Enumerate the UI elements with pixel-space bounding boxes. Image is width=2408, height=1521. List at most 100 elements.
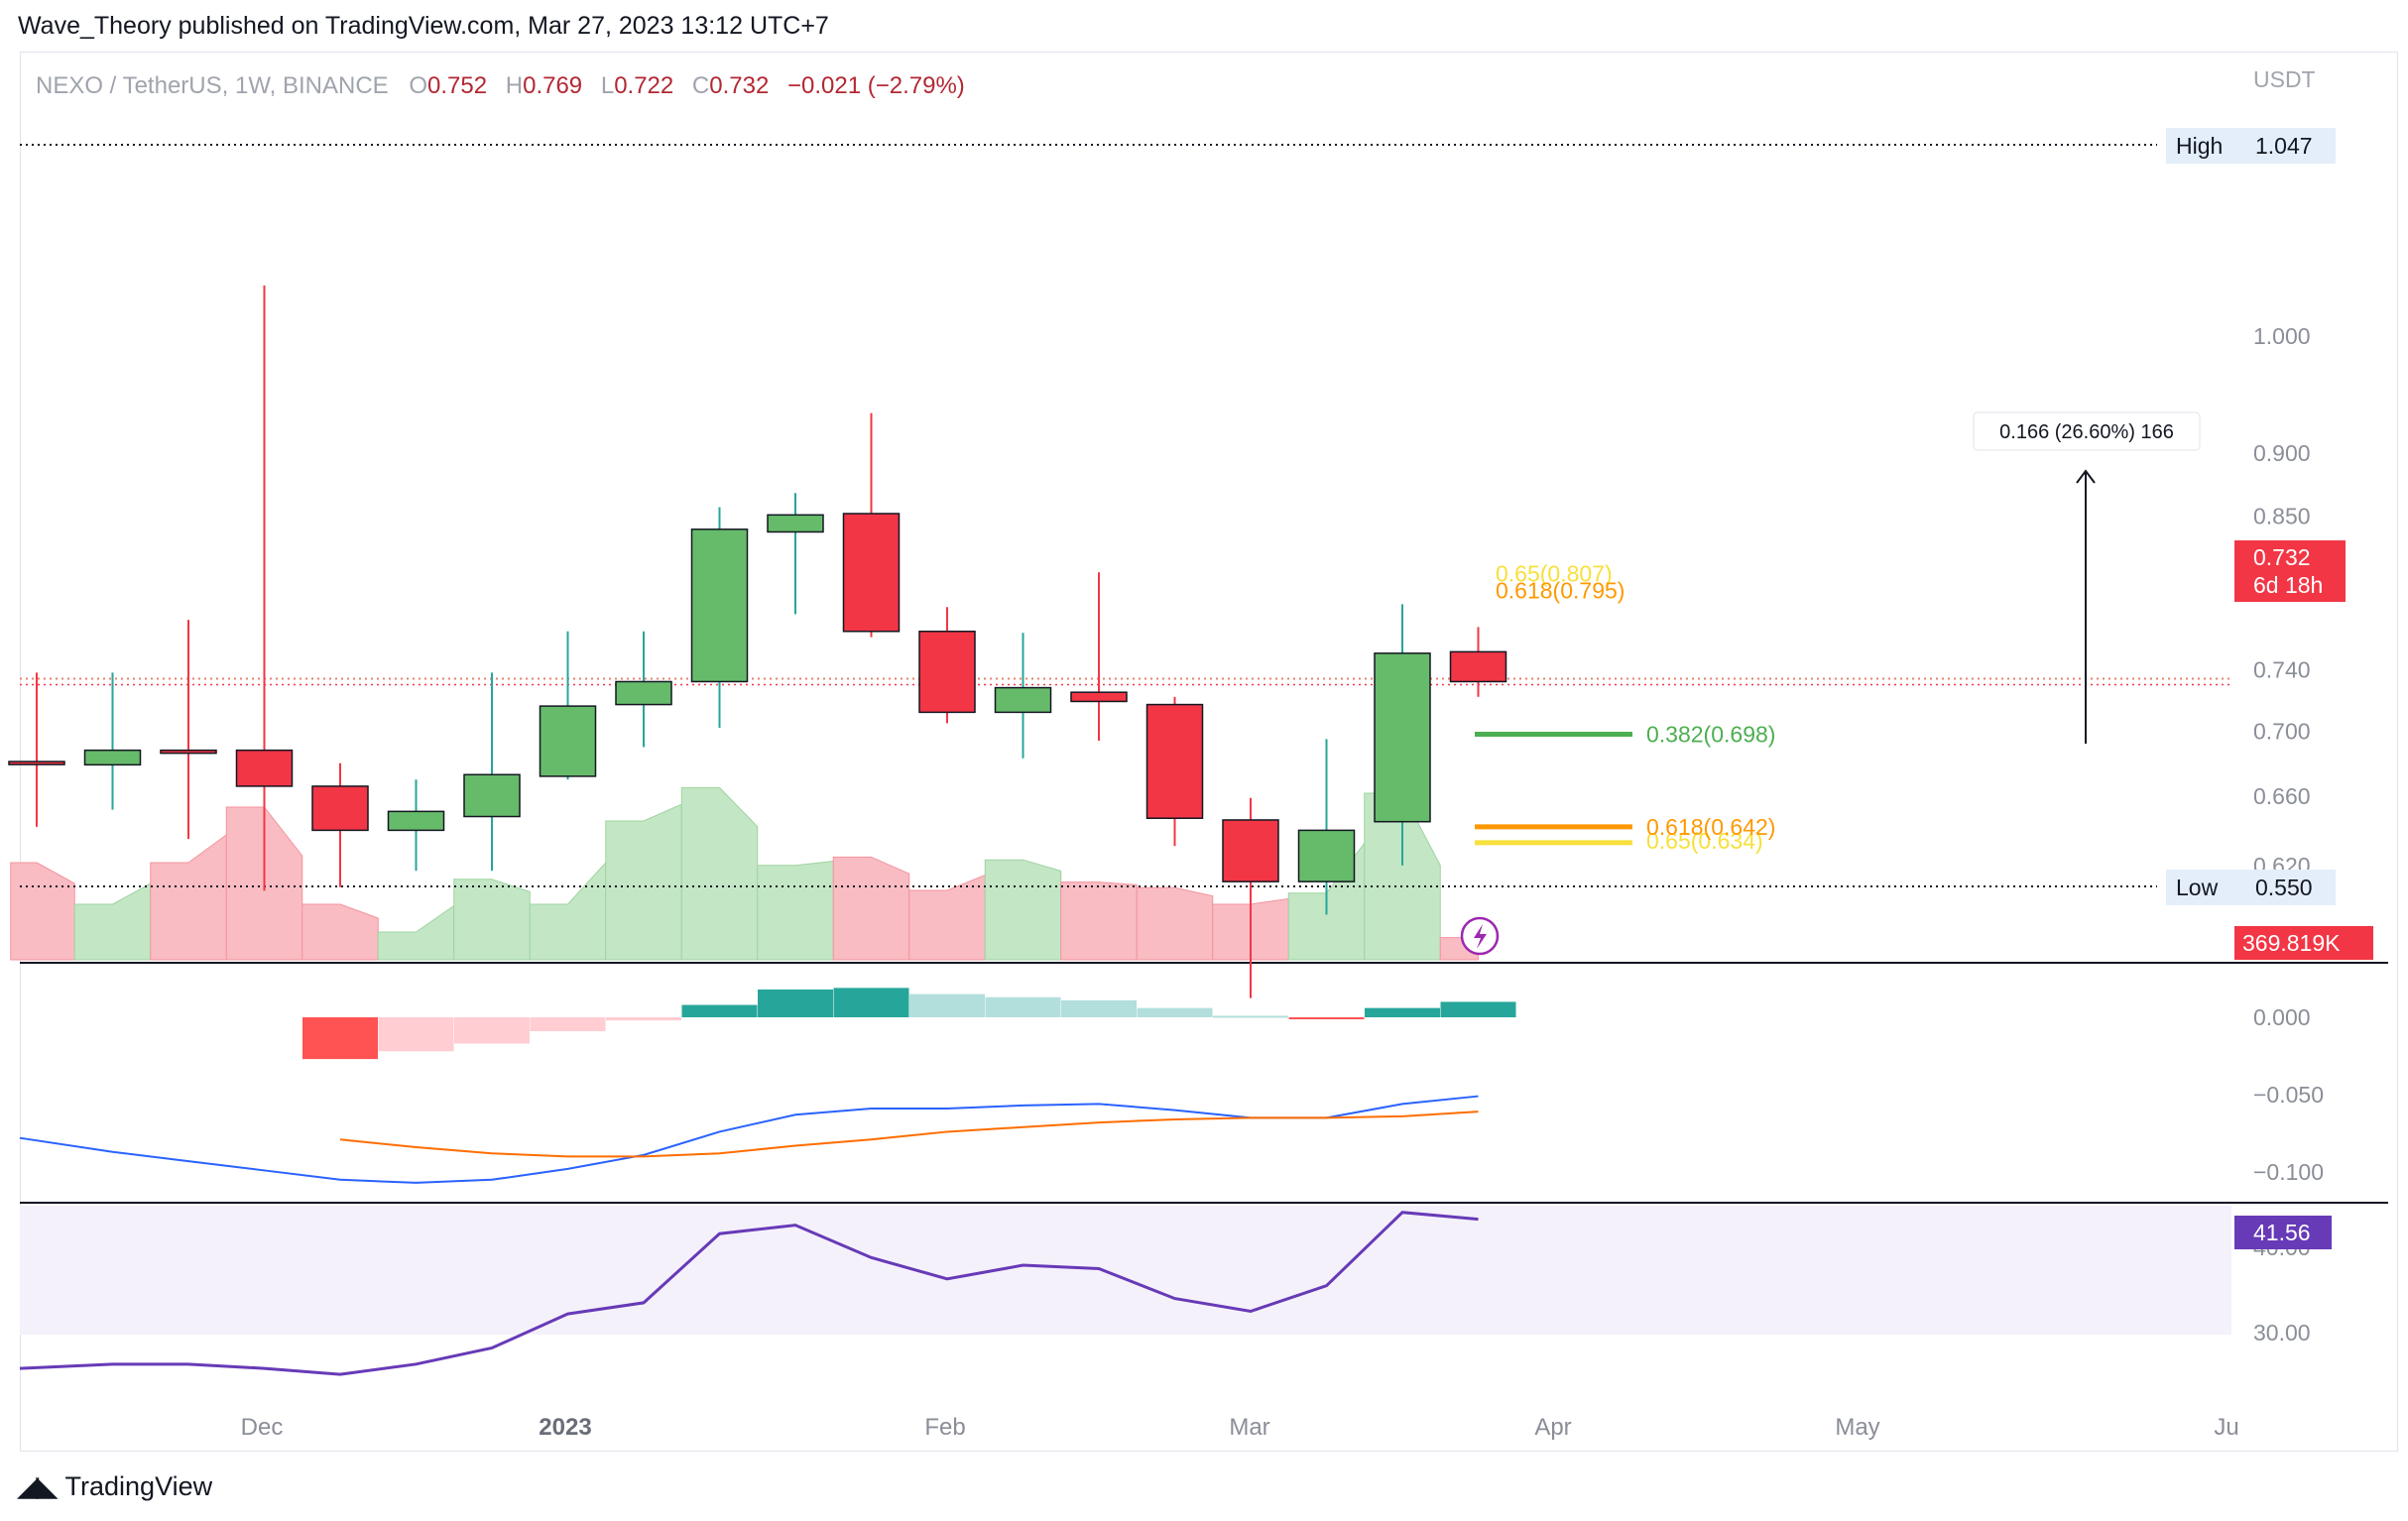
macd-histogram-bar [1213, 1015, 1288, 1018]
macd-line [19, 1095, 1479, 1184]
candle[interactable] [539, 631, 597, 780]
legend-l-value: 0.722 [614, 72, 673, 99]
candle-body [767, 514, 824, 533]
volume-area-segment [680, 786, 759, 961]
candle[interactable] [387, 779, 445, 872]
volume-area-segment [908, 874, 986, 961]
volume-area-segment [832, 856, 910, 961]
macd-histogram-bar [1288, 1017, 1365, 1019]
legend-o-value: 0.752 [427, 72, 487, 99]
candlestick-series[interactable] [8, 285, 1507, 998]
macd-histogram-bar [833, 988, 909, 1017]
candle[interactable] [463, 672, 521, 872]
macd-histogram-bar [1365, 1007, 1440, 1017]
candle-body [1222, 819, 1279, 882]
candle[interactable] [1145, 696, 1204, 847]
high-low-lines [20, 144, 2157, 887]
rsi-tick-label: 30.00 [2253, 1320, 2311, 1346]
axis-currency: USDT [2253, 66, 2316, 92]
candle[interactable] [1070, 572, 1128, 741]
candle-body [1374, 652, 1431, 823]
legend-h-value: 0.769 [523, 72, 582, 99]
macd-histogram-bar [985, 996, 1061, 1017]
price-axis[interactable]: USDT 1.0000.9000.8500.8000.7400.7000.660… [2253, 66, 2316, 952]
volume-badge: 369.819K [2234, 926, 2373, 960]
candle[interactable] [767, 493, 824, 615]
fib-label-065-lower: 0.65(0.634) [1646, 828, 1763, 854]
macd-histogram-bar [454, 1017, 530, 1044]
price-tick-label: 0.700 [2253, 718, 2311, 744]
volume-value: 369.819K [2242, 930, 2341, 956]
svg-text:NEXO / TetherUS, 1W, BINANCE: NEXO / TetherUS, 1W, BINANCE O0.752 H0.7… [36, 72, 965, 99]
volume-area-segment [529, 861, 607, 961]
price-tick-label: 0.660 [2253, 783, 2311, 809]
candle[interactable] [160, 620, 217, 840]
rsi-value: 41.56 [2253, 1220, 2311, 1245]
candle[interactable] [690, 507, 749, 729]
volume-area-segment [605, 803, 682, 961]
macd-histogram-bar [681, 1004, 758, 1017]
time-axis-label: Feb [924, 1414, 965, 1441]
time-axis-label: Dec [241, 1414, 284, 1441]
time-axis-label: Apr [1534, 1414, 1571, 1441]
volume-area-segment [1364, 792, 1441, 961]
candle-body [387, 810, 445, 832]
macd-histogram-bar [1061, 999, 1137, 1017]
candle[interactable] [994, 633, 1052, 759]
volume-area-segment [10, 862, 75, 961]
candle-body [994, 686, 1052, 714]
low-label-text: Low [2176, 875, 2219, 900]
candle-body [1070, 691, 1128, 703]
volume-area-segment [984, 859, 1062, 961]
fib-label-0382: 0.382(0.698) [1646, 722, 1775, 748]
footer: ◢◣ TradingView [18, 1471, 212, 1502]
time-axis[interactable]: Dec 2023 Feb Mar Apr May Ju [241, 1414, 2239, 1441]
candle[interactable] [83, 672, 142, 810]
volume-area-segment [757, 861, 834, 961]
chart-frame[interactable] [20, 52, 2398, 1452]
candle-body [160, 749, 217, 755]
macd-indicator: 0.000 −0.050 −0.100 [19, 988, 2324, 1185]
macd-tick-label: 0.000 [2253, 1004, 2311, 1030]
volume-area-segment [150, 834, 227, 961]
high-label-text: High [2176, 133, 2223, 159]
macd-signal-line [339, 1111, 1479, 1158]
time-axis-label: Ju [2214, 1414, 2238, 1441]
price-tick-label: 0.740 [2253, 656, 2311, 682]
volume-area-segment [1060, 881, 1138, 961]
price-range-measure[interactable]: 0.166 (26.60%) 166 [1973, 411, 2201, 744]
candle-body [1449, 650, 1507, 683]
rsi-line [19, 1211, 1479, 1376]
candle-body [615, 680, 672, 706]
alert-flash-icon[interactable] [1460, 916, 1500, 956]
volume-area-segment [301, 903, 379, 961]
candle[interactable] [1449, 627, 1507, 697]
candle-body [463, 773, 521, 818]
fibonacci-levels[interactable]: 0.65(0.807)0.618(0.795) 0.382(0.698) 0.65(… [1475, 561, 1775, 854]
candle[interactable] [311, 762, 369, 887]
candle[interactable] [1374, 604, 1431, 866]
candle[interactable] [842, 412, 901, 638]
candle[interactable] [8, 672, 65, 827]
legend-h-label: H [506, 72, 523, 99]
high-value: 1.047 [2255, 133, 2313, 159]
volume-area [10, 786, 1479, 961]
rsi-badge: 41.56 [2234, 1216, 2332, 1249]
candle-body [539, 705, 597, 777]
candle-body [1145, 703, 1204, 819]
candle[interactable] [235, 285, 294, 891]
last-price-line [20, 677, 2231, 686]
candle-body [311, 785, 369, 832]
candle[interactable] [1222, 797, 1279, 998]
candle-body [918, 631, 976, 714]
candle[interactable] [615, 631, 672, 748]
price-tick-label: 0.850 [2253, 504, 2311, 529]
candle-body [1297, 829, 1356, 882]
footer-brand: TradingView [64, 1471, 213, 1501]
legend-c-label: C [692, 72, 709, 99]
candle[interactable] [1297, 739, 1356, 915]
candle[interactable] [918, 607, 976, 724]
macd-histogram-bar [530, 1017, 606, 1032]
legend-symbol: NEXO / TetherUS, 1W, BINANCE [36, 72, 389, 99]
